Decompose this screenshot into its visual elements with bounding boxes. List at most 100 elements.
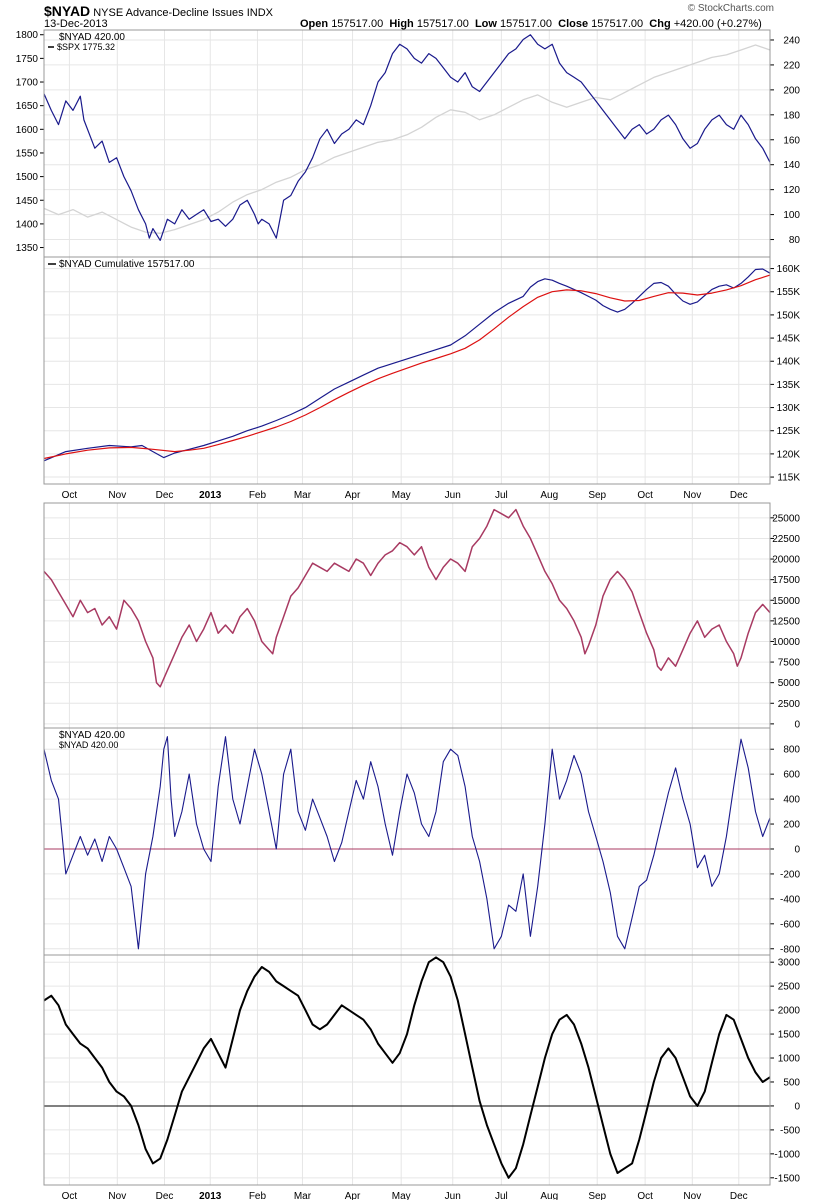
symbol-name: NYSE Advance-Decline Issues bbox=[93, 7, 244, 19]
x-tick-label: Sep bbox=[588, 490, 606, 501]
y-tick-label-left: 1650 bbox=[16, 101, 39, 112]
y-tick-label: 2000 bbox=[778, 1006, 801, 1017]
chg-value: +420.00 (+0.27%) bbox=[673, 18, 762, 30]
y-tick-label: 1000 bbox=[778, 1054, 801, 1065]
symbol-label: $NYAD bbox=[44, 3, 91, 19]
close-value: 157517.00 bbox=[591, 18, 644, 30]
y-tick-label: 2500 bbox=[778, 982, 801, 993]
high-label: High bbox=[389, 18, 414, 30]
legend-label: $NYAD 420.00 bbox=[59, 740, 118, 750]
y-tick-label-left: 1500 bbox=[16, 172, 39, 183]
y-tick-label-left: 1700 bbox=[16, 78, 39, 89]
y-tick-label: 120 bbox=[783, 185, 800, 196]
x-tick-label: Jul bbox=[495, 490, 508, 501]
legend-label: $NYAD 420.00 bbox=[59, 32, 125, 43]
ohlc-row: Open 157517.00 High 157517.00 Low 157517… bbox=[300, 18, 762, 30]
legend-label: $SPX 1775.32 bbox=[57, 42, 115, 52]
y-tick-label: 12500 bbox=[772, 616, 800, 627]
x-tick-label: Dec bbox=[156, 1191, 174, 1200]
high-value: 157517.00 bbox=[416, 18, 469, 30]
x-tick-label: Nov bbox=[108, 490, 126, 501]
y-tick-label: 600 bbox=[783, 770, 800, 781]
series-line--spx bbox=[43, 44, 771, 234]
open-value: 157517.00 bbox=[331, 18, 384, 30]
y-tick-label: 20000 bbox=[772, 555, 800, 566]
x-tick-label: Mar bbox=[294, 1191, 312, 1200]
panel-frame bbox=[43, 502, 771, 729]
x-tick-label: Oct bbox=[62, 490, 78, 501]
series-line--nyad-cumulative bbox=[43, 268, 771, 462]
y-tick-label: 3000 bbox=[778, 958, 801, 969]
y-tick-label-left: 1550 bbox=[16, 148, 39, 159]
y-tick-label: 200 bbox=[783, 85, 800, 96]
chg-label: Chg bbox=[649, 18, 671, 30]
y-tick-label: 1500 bbox=[778, 1030, 801, 1041]
panel-frame bbox=[43, 727, 771, 956]
series-line-ratio bbox=[43, 508, 771, 688]
legend-label: $NYAD Cumulative 157517.00 bbox=[59, 259, 195, 270]
series-line--nyad bbox=[43, 34, 771, 241]
x-tick-label: Aug bbox=[540, 490, 558, 501]
y-tick-label: 17500 bbox=[772, 575, 800, 586]
x-tick-label: Feb bbox=[249, 490, 267, 501]
y-tick-label-left: 1450 bbox=[16, 196, 39, 207]
x-tick-label: 2013 bbox=[199, 1191, 222, 1200]
x-tick-label: Dec bbox=[730, 1191, 748, 1200]
x-tick-label: Sep bbox=[588, 1191, 606, 1200]
x-tick-label: Oct bbox=[637, 1191, 653, 1200]
y-tick-label: 10000 bbox=[772, 637, 800, 648]
x-tick-label: Aug bbox=[540, 1191, 558, 1200]
x-tick-label: Feb bbox=[249, 1191, 267, 1200]
x-tick-label: Dec bbox=[156, 490, 174, 501]
y-tick-label: -1000 bbox=[774, 1149, 800, 1160]
y-tick-label: 25000 bbox=[772, 513, 800, 524]
y-tick-label: 125K bbox=[777, 426, 801, 437]
low-label: Low bbox=[474, 18, 497, 30]
y-tick-label: 135K bbox=[777, 380, 801, 391]
y-tick-label: 100 bbox=[783, 210, 800, 221]
y-tick-label: 800 bbox=[783, 745, 800, 756]
y-tick-label: 15000 bbox=[772, 596, 800, 607]
y-tick-label: 150K bbox=[777, 310, 801, 321]
chart-header: $NYAD NYSE Advance-Decline Issues INDX bbox=[44, 3, 273, 19]
panel-frame bbox=[43, 954, 771, 1186]
y-tick-label: 155K bbox=[777, 287, 801, 298]
series-line-moving-average bbox=[43, 274, 771, 460]
stockcharts-logo: © StockCharts.com bbox=[687, 3, 774, 14]
x-tick-label: Jul bbox=[495, 1191, 508, 1200]
x-tick-label: Nov bbox=[683, 490, 701, 501]
x-tick-label: 2013 bbox=[199, 490, 222, 501]
y-tick-label: -500 bbox=[780, 1125, 800, 1136]
x-tick-label: Dec bbox=[730, 490, 748, 501]
close-label: Close bbox=[558, 18, 589, 30]
y-tick-label: 120K bbox=[777, 449, 801, 460]
x-tick-label: Jun bbox=[445, 1191, 461, 1200]
y-tick-label: 130K bbox=[777, 403, 801, 414]
x-tick-label: Jun bbox=[445, 490, 461, 501]
y-tick-label-left: 1750 bbox=[16, 54, 39, 65]
y-tick-label: 500 bbox=[783, 1077, 800, 1088]
y-tick-label: -800 bbox=[780, 944, 800, 955]
y-tick-label-left: 1600 bbox=[16, 125, 39, 136]
y-tick-label: 200 bbox=[783, 820, 800, 831]
y-tick-label: -600 bbox=[780, 919, 800, 930]
y-tick-label: -400 bbox=[780, 894, 800, 905]
series-line--nyad bbox=[43, 736, 771, 950]
y-tick-label: 240 bbox=[783, 35, 800, 46]
date-label: 13-Dec-2013 bbox=[44, 18, 108, 30]
y-tick-label: 140 bbox=[783, 160, 800, 171]
y-tick-label: 7500 bbox=[778, 658, 801, 669]
y-tick-label: 2500 bbox=[778, 699, 801, 710]
y-tick-label: -1500 bbox=[774, 1173, 800, 1184]
x-tick-label: Nov bbox=[108, 1191, 126, 1200]
series-line-summation bbox=[43, 956, 771, 1179]
x-tick-label: Apr bbox=[345, 1191, 361, 1200]
y-tick-label: 5000 bbox=[778, 678, 801, 689]
y-tick-label: 22500 bbox=[772, 534, 800, 545]
y-tick-label: 220 bbox=[783, 60, 800, 71]
open-label: Open bbox=[300, 18, 329, 30]
legend-label: $NYAD 420.00 bbox=[59, 730, 125, 741]
y-tick-label: 115K bbox=[777, 473, 800, 484]
x-tick-label: Apr bbox=[345, 490, 361, 501]
panel-frame bbox=[43, 256, 771, 485]
